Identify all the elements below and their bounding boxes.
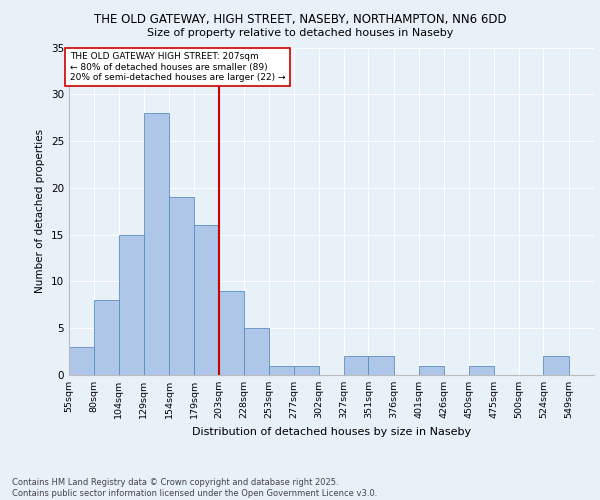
Bar — [544, 356, 569, 375]
Bar — [419, 366, 444, 375]
Text: Contains HM Land Registry data © Crown copyright and database right 2025.
Contai: Contains HM Land Registry data © Crown c… — [12, 478, 377, 498]
Bar — [194, 226, 219, 375]
Bar — [119, 234, 144, 375]
X-axis label: Distribution of detached houses by size in Naseby: Distribution of detached houses by size … — [192, 426, 471, 436]
Bar — [69, 347, 94, 375]
Bar — [293, 366, 319, 375]
Bar — [469, 366, 494, 375]
Bar — [94, 300, 119, 375]
Text: Size of property relative to detached houses in Naseby: Size of property relative to detached ho… — [147, 28, 453, 38]
Text: THE OLD GATEWAY HIGH STREET: 207sqm
← 80% of detached houses are smaller (89)
20: THE OLD GATEWAY HIGH STREET: 207sqm ← 80… — [70, 52, 286, 82]
Bar — [244, 328, 269, 375]
Text: THE OLD GATEWAY, HIGH STREET, NASEBY, NORTHAMPTON, NN6 6DD: THE OLD GATEWAY, HIGH STREET, NASEBY, NO… — [94, 12, 506, 26]
Y-axis label: Number of detached properties: Number of detached properties — [35, 129, 46, 294]
Bar — [219, 291, 244, 375]
Bar — [144, 113, 169, 375]
Bar — [169, 197, 194, 375]
Bar — [368, 356, 394, 375]
Bar — [344, 356, 368, 375]
Bar — [269, 366, 293, 375]
